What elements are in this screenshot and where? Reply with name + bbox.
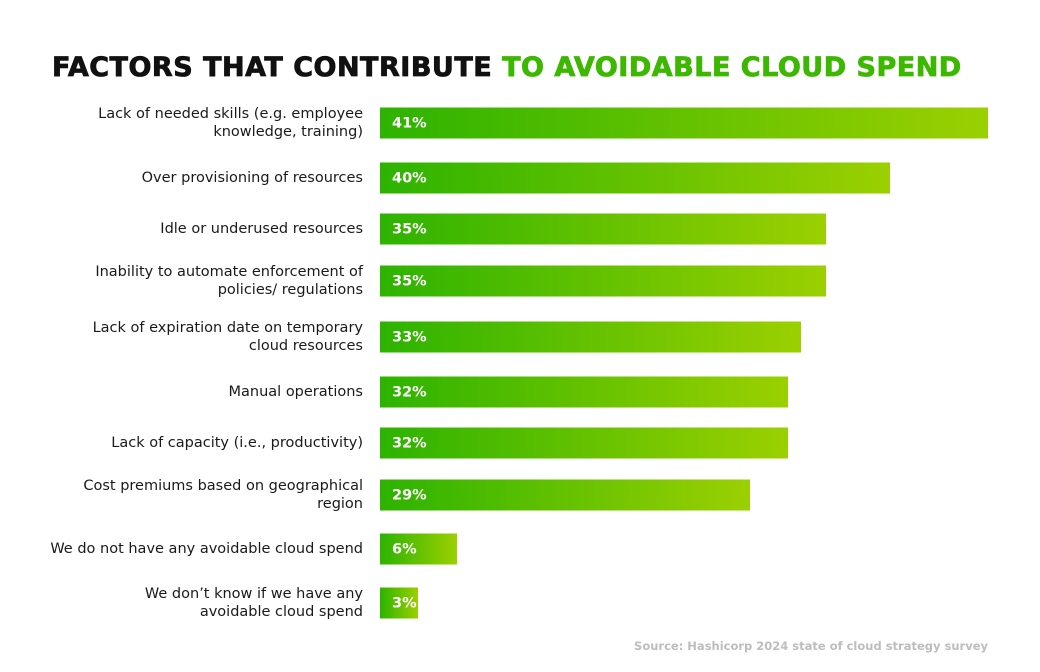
value-label: 32% (392, 435, 427, 451)
category-label: We do not have any avoidable cloud spend (50, 541, 363, 557)
title-part-1: FACTORS THAT CONTRIBUTE (52, 52, 493, 84)
bar: 35% (380, 213, 826, 245)
value-label: 33% (392, 329, 427, 345)
chart-title: FACTORS THAT CONTRIBUTE TO AVOIDABLE CLO… (52, 52, 962, 84)
bar: 6% (380, 533, 457, 565)
bar: 29% (380, 479, 750, 511)
category-label: We don’t know if we have any avoidable c… (144, 586, 363, 620)
title-part-2: TO AVOIDABLE CLOUD SPEND (502, 52, 962, 84)
value-label: 40% (392, 170, 427, 186)
category-label: Cost premiums based on geographical regi… (83, 478, 363, 512)
value-label: 35% (392, 221, 427, 237)
bar: 32% (380, 427, 788, 459)
category-label: Idle or underused resources (160, 221, 363, 237)
bar: 33% (380, 321, 801, 353)
bar: 41% (380, 107, 988, 139)
source-note: Source: Hashicorp 2024 state of cloud st… (634, 639, 988, 653)
category-label: Inability to automate enforcement of pol… (95, 264, 363, 298)
category-label: Lack of needed skills (e.g. employee kno… (98, 106, 363, 140)
bar: 35% (380, 265, 826, 297)
value-label: 35% (392, 273, 427, 289)
value-label: 6% (392, 541, 417, 557)
value-label: 29% (392, 487, 427, 503)
category-label: Lack of capacity (i.e., productivity) (111, 435, 363, 451)
value-label: 41% (392, 115, 427, 131)
bar: 40% (380, 162, 890, 194)
value-label: 32% (392, 384, 427, 400)
category-label: Lack of expiration date on temporary clo… (92, 320, 363, 354)
category-label: Over provisioning of resources (141, 170, 363, 186)
value-label: 3% (392, 595, 417, 611)
category-label: Manual operations (228, 384, 363, 400)
bar: 3% (380, 587, 418, 619)
bar: 32% (380, 376, 788, 408)
